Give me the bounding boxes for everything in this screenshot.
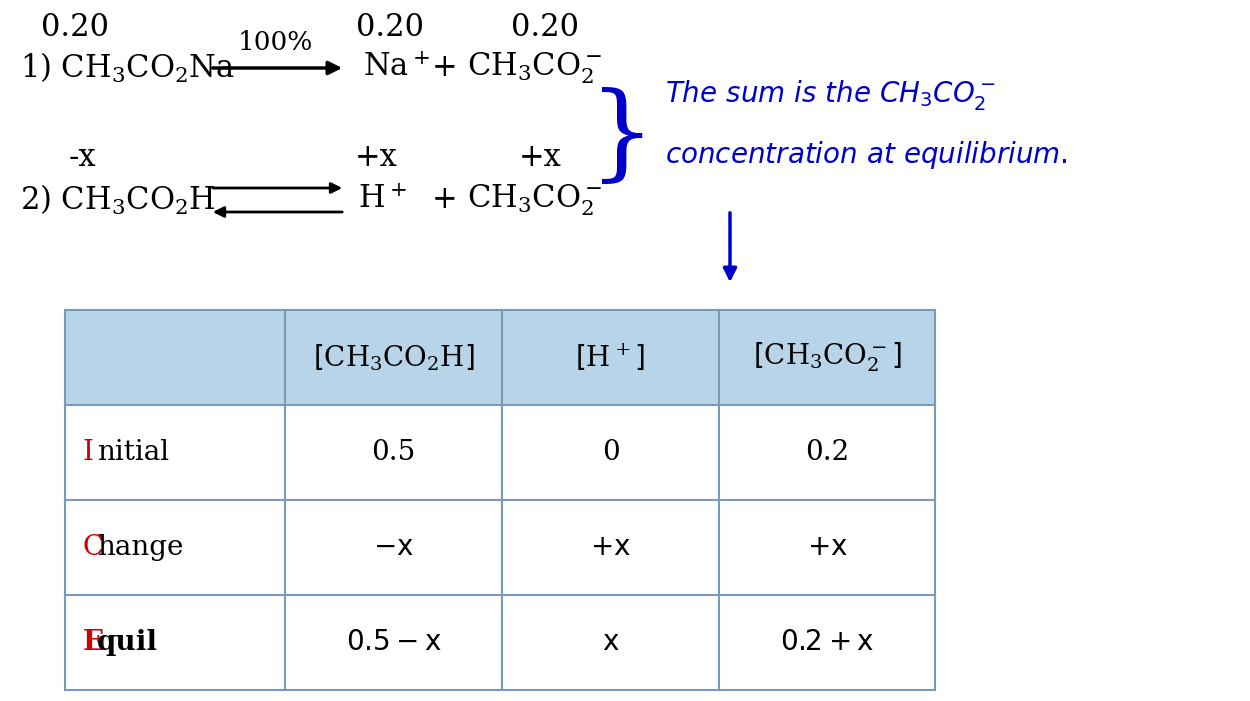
Text: $\mathregular{H^+}$: $\mathregular{H^+}$ bbox=[357, 184, 406, 215]
Text: 0.2: 0.2 bbox=[805, 439, 849, 466]
Text: $-\mathrm{x}$: $-\mathrm{x}$ bbox=[372, 534, 414, 561]
Text: quil: quil bbox=[98, 629, 158, 656]
Text: +: + bbox=[432, 53, 457, 83]
Polygon shape bbox=[65, 310, 935, 405]
Text: $\it{concentration\ at\ equilibrium.}$: $\it{concentration\ at\ equilibrium.}$ bbox=[665, 139, 1068, 171]
Text: $0.2+\mathrm{x}$: $0.2+\mathrm{x}$ bbox=[780, 629, 874, 656]
Text: +x: +x bbox=[355, 142, 398, 174]
Text: }: } bbox=[589, 86, 655, 189]
Text: 1) $\mathregular{CH_3CO_2Na}$: 1) $\mathregular{CH_3CO_2Na}$ bbox=[20, 51, 235, 85]
Text: 2) $\mathregular{CH_3CO_2H}$: 2) $\mathregular{CH_3CO_2H}$ bbox=[20, 183, 215, 217]
Text: 0.20: 0.20 bbox=[41, 13, 109, 43]
Text: $[\mathregular{H^+}]$: $[\mathregular{H^+}]$ bbox=[575, 342, 646, 373]
Text: $[\mathregular{CH_3CO_2^-}]$: $[\mathregular{CH_3CO_2^-}]$ bbox=[752, 341, 901, 374]
Text: $\it{The\ sum\ is\ the}$ $\mathit{CH_3CO_2^-}$: $\it{The\ sum\ is\ the}$ $\mathit{CH_3CO… bbox=[665, 78, 996, 112]
Text: $[\mathregular{CH_3CO_2H}]$: $[\mathregular{CH_3CO_2H}]$ bbox=[312, 342, 474, 373]
Text: $+\mathrm{x}$: $+\mathrm{x}$ bbox=[590, 534, 631, 561]
Polygon shape bbox=[65, 405, 935, 690]
Text: 0.5: 0.5 bbox=[371, 439, 415, 466]
Text: 0: 0 bbox=[601, 439, 620, 466]
Text: 100%: 100% bbox=[238, 29, 312, 55]
Text: C: C bbox=[82, 534, 104, 561]
Text: $\mathregular{Na^+}$: $\mathregular{Na^+}$ bbox=[362, 53, 430, 83]
Text: E: E bbox=[82, 629, 104, 656]
Text: +: + bbox=[432, 184, 457, 215]
Text: -x: -x bbox=[69, 142, 96, 174]
Text: $\mathregular{CH_3CO_2^-}$: $\mathregular{CH_3CO_2^-}$ bbox=[468, 50, 602, 86]
Text: 0.20: 0.20 bbox=[511, 13, 579, 43]
Text: $0.5-\mathrm{x}$: $0.5-\mathrm{x}$ bbox=[346, 629, 441, 656]
Text: nitial: nitial bbox=[98, 439, 169, 466]
Text: I: I bbox=[82, 439, 94, 466]
Text: 0.20: 0.20 bbox=[356, 13, 424, 43]
Text: hange: hange bbox=[98, 534, 184, 561]
Text: +x: +x bbox=[519, 142, 561, 174]
Text: $\mathrm{x}$: $\mathrm{x}$ bbox=[601, 629, 619, 656]
Text: $+\mathrm{x}$: $+\mathrm{x}$ bbox=[806, 534, 848, 561]
Text: $\mathregular{CH_3CO_2^-}$: $\mathregular{CH_3CO_2^-}$ bbox=[468, 182, 602, 218]
